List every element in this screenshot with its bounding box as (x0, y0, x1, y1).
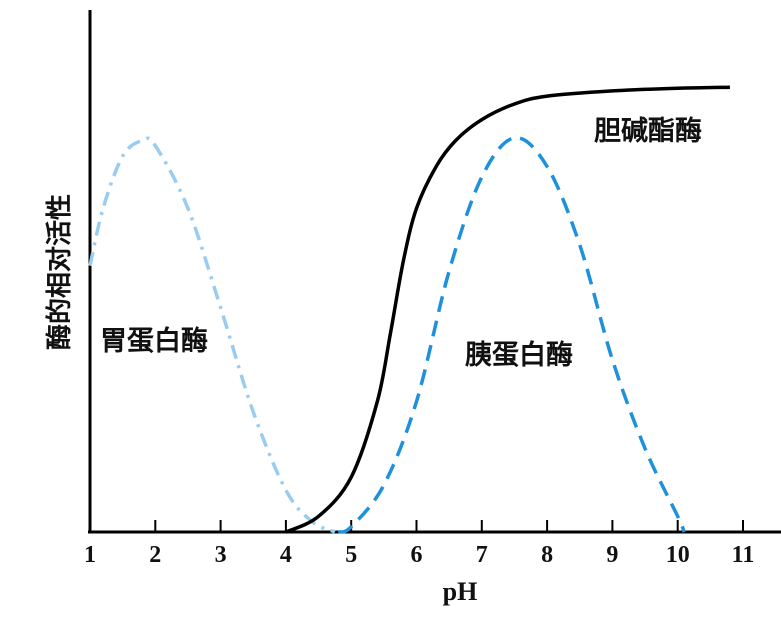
series-label-trypsin: 胰蛋白酶 (465, 339, 573, 371)
series-label-pepsin: 胃蛋白酶 (100, 325, 208, 357)
x-tick-label: 11 (732, 542, 755, 568)
x-tick-label: 1 (84, 542, 96, 568)
series-line-pepsin (88, 136, 336, 534)
x-tick-label: 8 (541, 542, 553, 568)
series-line-trypsin (337, 136, 686, 534)
x-tick-label: 3 (215, 542, 227, 568)
x-tick-label: 6 (411, 542, 423, 568)
x-tick-label: 5 (345, 542, 357, 568)
x-tick-label: 4 (280, 542, 292, 568)
x-tick-label: 2 (149, 542, 161, 568)
x-axis-title: pH (443, 577, 478, 606)
series-line-cholinesterase (285, 85, 730, 534)
x-tick-label: 9 (606, 542, 618, 568)
series-label-cholinesterase: 胆碱酯酶 (594, 116, 702, 147)
x-tick-label: 10 (666, 542, 690, 568)
y-axis-title: 酶的相对活性 (44, 194, 74, 350)
x-tick-label: 7 (476, 542, 488, 568)
